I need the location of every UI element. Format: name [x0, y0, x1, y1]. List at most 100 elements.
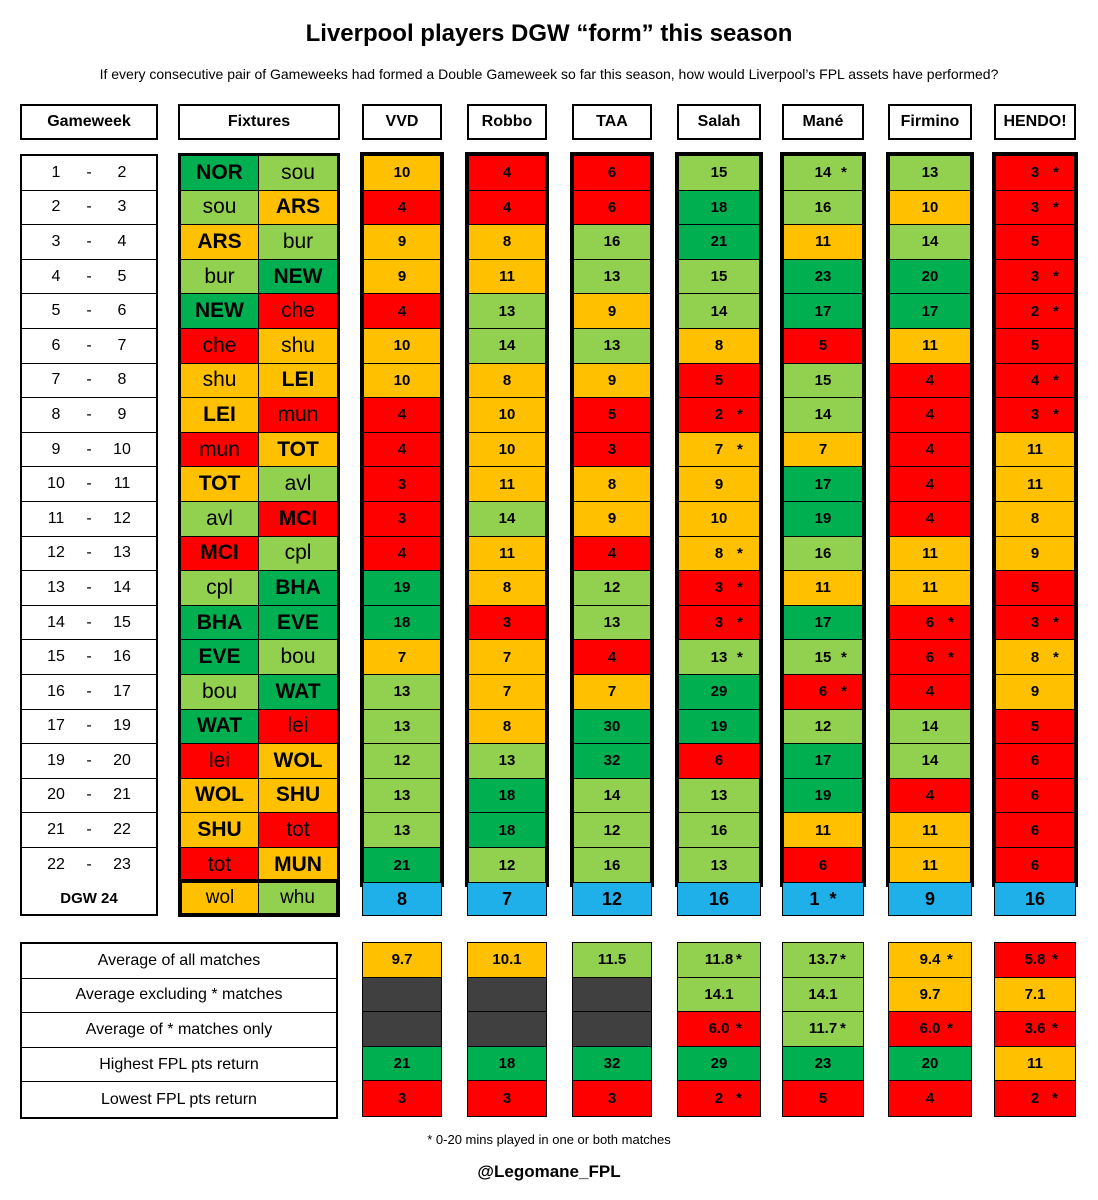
points-value: 4: [925, 510, 935, 528]
points-cell: 11: [996, 432, 1074, 468]
gameweek-dash: -: [86, 786, 92, 804]
dgw24-points-cell: 16: [677, 882, 761, 916]
fixture-row: NEW che: [181, 294, 337, 329]
points-cell: 7: [469, 640, 545, 675]
points-cell: 13: [574, 605, 650, 641]
points-value: 7: [607, 683, 617, 701]
points-cell: 11: [469, 536, 545, 572]
header-player-vvd: VVD: [362, 104, 442, 140]
summary-cell: [573, 1012, 651, 1047]
fixture-cell: avl: [181, 501, 259, 536]
gameweek-start: 6: [51, 336, 61, 354]
points-value: 11: [922, 579, 938, 597]
gameweek-row: 16 - 17: [22, 675, 156, 710]
fixture-cell: BHA: [181, 605, 259, 640]
points-value: 4: [397, 198, 407, 216]
points-value: 10: [498, 441, 516, 459]
points-value: 4: [925, 406, 935, 424]
fixture-cell: sou: [181, 190, 259, 225]
points-cell: 8: [469, 363, 545, 399]
summary-cell: 3: [363, 1081, 441, 1116]
fixture-cell: cpl: [259, 536, 337, 571]
fixture-row: BHA EVE: [181, 605, 337, 641]
summary-cell: 10.1: [468, 943, 546, 978]
points-value: 11: [499, 544, 515, 562]
points-cell: 5: [996, 328, 1074, 364]
points-value: 6: [1030, 856, 1040, 874]
summary-cell: [573, 977, 651, 1013]
gameweek-row: 10 - 11: [22, 467, 156, 502]
points-cell: 6: [574, 156, 650, 191]
points-cell: 21: [679, 225, 759, 260]
gameweek-range: 15 - 16: [22, 648, 156, 666]
points-value: 32: [603, 752, 621, 770]
summary-value: 32: [603, 1055, 621, 1073]
low-minutes-marker: *: [737, 544, 743, 562]
gameweek-start: 1: [51, 163, 61, 181]
gameweek-start: 2: [51, 198, 61, 216]
points-cell: 10: [364, 328, 440, 364]
header-player-firmino: Firmino: [888, 104, 972, 140]
fixture-cell: bou: [259, 640, 337, 674]
points-value: 19: [814, 510, 832, 528]
points-value: 5: [1030, 579, 1040, 597]
points-cell: 6: [996, 847, 1074, 883]
gameweek-range: 10 - 11: [22, 475, 156, 493]
summary-cell: 21: [363, 1046, 441, 1082]
points-value: 16: [603, 856, 621, 874]
gameweek-range: 5 - 6: [22, 302, 156, 320]
fixture-cell: ARS: [259, 190, 337, 225]
fixture-cell: WAT: [181, 709, 259, 744]
points-cell: 3: [364, 467, 440, 502]
points-cell: 5: [996, 709, 1074, 745]
gameweek-dash: -: [86, 544, 92, 562]
points-cell: 29: [679, 674, 759, 710]
summary-cell: 14.1: [783, 977, 863, 1013]
summary-cell: 18: [468, 1046, 546, 1082]
fixture-cell: mun: [181, 432, 259, 467]
summary-label: Average of * matches only: [22, 1013, 336, 1048]
points-cell: 4: [890, 778, 970, 814]
fixtures-column: NOR sou sou ARS ARS bur bur NEW NEW che che shu shu L…: [178, 153, 340, 886]
points-value: 6: [818, 683, 828, 701]
fixture-cell: bou: [181, 674, 259, 709]
summary-value: 5: [818, 1090, 828, 1108]
points-value: 14: [814, 406, 832, 424]
fixture-cell: EVE: [181, 640, 259, 674]
summary-value: 9.7: [391, 951, 413, 969]
fixture-row: lei WOL: [181, 744, 337, 779]
points-value: 8: [502, 579, 512, 597]
gameweek-start: 10: [47, 475, 65, 493]
gameweek-range: 11 - 12: [22, 510, 156, 528]
summary-value: 21: [393, 1055, 411, 1073]
summary-value: 2: [714, 1090, 724, 1108]
gameweek-start: 9: [51, 440, 61, 458]
points-cell: 14: [784, 398, 862, 433]
points-cell: 10: [469, 398, 545, 433]
summary-cell: [468, 977, 546, 1013]
gameweek-row: 14 - 15: [22, 606, 156, 641]
gameweek-dash: -: [86, 198, 92, 216]
points-value: 14: [498, 337, 516, 355]
points-cell: 3 *: [679, 605, 759, 641]
gameweek-row: 3 - 4: [22, 225, 156, 260]
points-value: 4: [607, 544, 617, 562]
points-cell: 11: [784, 571, 862, 606]
gameweek-row: 8 - 9: [22, 398, 156, 433]
summary-labels: Average of all matches Average excluding…: [20, 942, 338, 1119]
low-minutes-marker: *: [1053, 164, 1059, 182]
points-value: 4: [502, 198, 512, 216]
points-value: 13: [603, 614, 621, 632]
points-cell: 13: [574, 328, 650, 364]
points-cell: 13: [364, 778, 440, 814]
points-value: 3: [714, 614, 724, 632]
points-cell: 3 *: [996, 190, 1074, 226]
summary-cell: 9.4 *: [889, 943, 971, 978]
points-value: 11: [922, 821, 938, 839]
gameweek-end: 14: [113, 578, 131, 596]
gameweek-end: 8: [117, 371, 127, 389]
points-cell: 18: [469, 778, 545, 814]
gameweek-dash: -: [86, 371, 92, 389]
fixture-cell: MCI: [181, 536, 259, 571]
gameweek-row: 6 - 7: [22, 329, 156, 364]
